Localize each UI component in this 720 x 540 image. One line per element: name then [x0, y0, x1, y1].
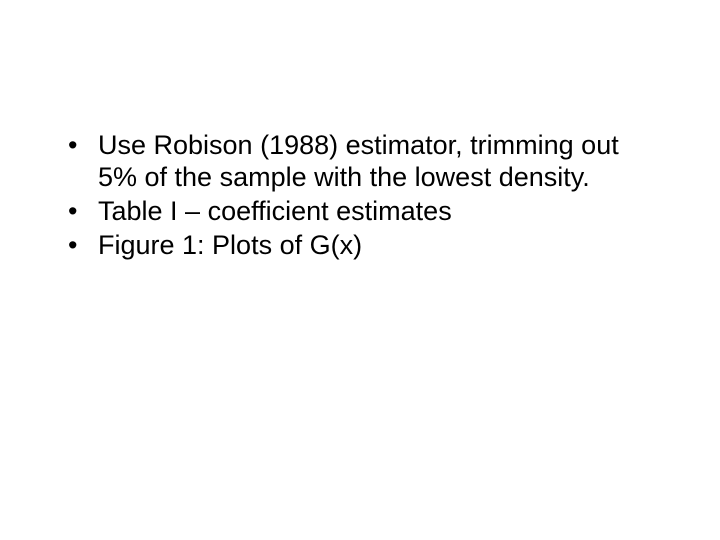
bullet-item: Table I – coefficient estimates	[54, 196, 660, 228]
bullet-text: Table I – coefficient estimates	[98, 196, 452, 226]
slide: Use Robison (1988) estimator, trimming o…	[0, 0, 720, 540]
bullet-item: Use Robison (1988) estimator, trimming o…	[54, 130, 660, 194]
bullet-list: Use Robison (1988) estimator, trimming o…	[54, 130, 660, 261]
bullet-text: Use Robison (1988) estimator, trimming o…	[98, 130, 619, 192]
bullet-text: Figure 1: Plots of G(x)	[98, 230, 362, 260]
bullet-item: Figure 1: Plots of G(x)	[54, 230, 660, 262]
